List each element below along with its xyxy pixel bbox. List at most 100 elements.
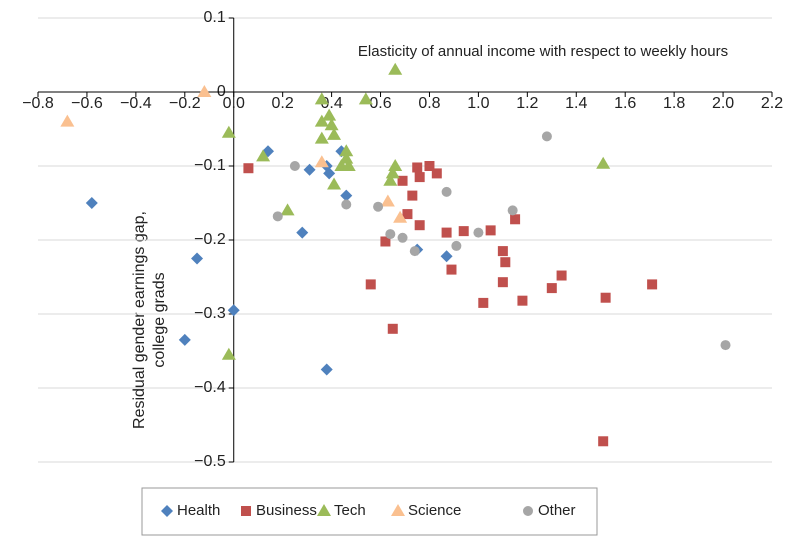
point <box>473 227 484 238</box>
x-tick-label: 2.2 <box>761 95 783 112</box>
point <box>446 264 457 275</box>
point <box>314 131 329 144</box>
y-tick-label: −0.2 <box>194 231 226 248</box>
point <box>517 295 528 306</box>
y-tick-label: −0.1 <box>194 157 226 174</box>
point <box>424 161 435 171</box>
point <box>720 340 731 351</box>
point <box>596 156 611 169</box>
point <box>393 210 408 223</box>
point <box>320 363 333 376</box>
x-tick-label: 0.2 <box>272 95 294 112</box>
legend-label: Business <box>256 502 317 519</box>
point <box>441 227 452 238</box>
point <box>440 250 453 263</box>
point <box>341 159 356 171</box>
point <box>600 292 611 303</box>
point <box>647 279 658 290</box>
x-tick-label: −0.4 <box>120 95 152 112</box>
point <box>409 246 420 257</box>
point <box>510 214 521 225</box>
point <box>598 436 609 447</box>
point <box>314 114 329 127</box>
point <box>497 277 508 288</box>
point <box>314 92 329 105</box>
point <box>365 279 376 290</box>
point <box>397 175 408 186</box>
point <box>451 240 462 251</box>
x-tick-label: −0.2 <box>169 95 201 112</box>
legend-marker <box>391 504 405 516</box>
point <box>339 151 354 164</box>
point <box>407 190 418 201</box>
legend-box <box>141 487 598 536</box>
point <box>339 144 354 157</box>
y-tick-label: −0.4 <box>194 379 226 396</box>
point <box>485 225 496 236</box>
point <box>327 177 342 190</box>
y-tick-label: 0.1 <box>203 9 225 26</box>
point <box>497 246 508 257</box>
legend-label: Tech <box>334 502 366 519</box>
point <box>414 172 425 183</box>
point <box>227 304 240 317</box>
legend-marker <box>161 505 173 517</box>
legend-label: Other <box>538 502 576 519</box>
y-axis-label-line: college grads <box>151 272 168 367</box>
point <box>272 211 283 222</box>
x-tick-label: 0.0 <box>223 95 245 112</box>
x-tick-label: −0.8 <box>22 95 54 112</box>
point <box>322 108 337 121</box>
x-tick-label: 0.6 <box>369 95 391 112</box>
x-tick-label: 0.8 <box>418 95 440 112</box>
point <box>341 199 352 210</box>
point <box>296 226 309 239</box>
point <box>541 131 552 142</box>
point <box>191 252 204 265</box>
point <box>431 168 442 179</box>
point <box>85 197 98 209</box>
point <box>556 270 567 281</box>
point <box>402 209 413 220</box>
y-axis-label: Residual gender earnings gap, college gr… <box>131 211 168 429</box>
point <box>221 347 236 360</box>
point <box>380 236 391 247</box>
point <box>280 203 295 216</box>
point <box>178 333 191 346</box>
legend-marker <box>523 506 533 516</box>
legend-label: Health <box>177 502 220 519</box>
point <box>397 232 408 243</box>
x-tick-label: −0.6 <box>71 95 103 112</box>
y-axis-label-line: Residual gender earnings gap, <box>131 211 148 429</box>
legend-marker <box>317 504 331 516</box>
point <box>303 163 316 176</box>
point <box>414 220 425 231</box>
point <box>478 297 489 308</box>
point <box>385 229 396 240</box>
point <box>388 159 403 171</box>
point <box>388 62 403 75</box>
point <box>340 189 353 202</box>
x-tick-label: 0.4 <box>320 95 342 112</box>
point <box>380 194 395 207</box>
point <box>546 283 557 294</box>
point <box>314 155 329 168</box>
x-tick-label: 1.6 <box>614 95 636 112</box>
point <box>327 127 342 140</box>
point <box>385 166 400 179</box>
point <box>60 114 75 127</box>
point <box>197 85 212 97</box>
point <box>507 205 518 216</box>
point <box>500 257 511 268</box>
y-tick-label: −0.5 <box>194 453 226 470</box>
point <box>458 226 469 237</box>
y-tick-label: −0.3 <box>194 305 226 322</box>
point <box>221 125 236 138</box>
point <box>387 323 398 334</box>
x-tick-label: 2.0 <box>712 95 734 112</box>
point <box>441 186 452 197</box>
x-tick-label: 1.0 <box>467 95 489 112</box>
point <box>256 149 271 162</box>
point <box>412 162 423 173</box>
